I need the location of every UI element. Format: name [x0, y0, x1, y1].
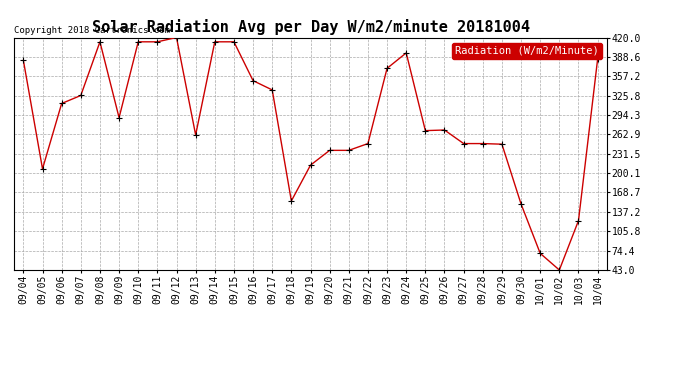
Point [95, 39, 106, 45]
Point [515, 201, 526, 207]
Point [420, 128, 431, 134]
Point [554, 267, 565, 273]
Point [592, 56, 603, 62]
Point [458, 141, 469, 147]
Point [343, 147, 354, 153]
Point [382, 65, 393, 71]
Point [18, 57, 29, 63]
Point [75, 93, 86, 99]
Point [228, 39, 239, 45]
Point [114, 115, 125, 121]
Point [573, 217, 584, 223]
Point [439, 127, 450, 133]
Point [56, 100, 67, 106]
Point [248, 78, 259, 84]
Point [305, 162, 316, 168]
Point [267, 87, 278, 93]
Point [362, 141, 373, 147]
Point [171, 34, 182, 40]
Point [477, 141, 489, 147]
Text: Copyright 2018 Cartronics.com: Copyright 2018 Cartronics.com [14, 26, 170, 35]
Point [190, 132, 201, 138]
Legend: Radiation (W/m2/Minute): Radiation (W/m2/Minute) [452, 43, 602, 59]
Point [401, 50, 412, 56]
Point [324, 147, 335, 153]
Point [286, 198, 297, 204]
Point [37, 166, 48, 172]
Point [209, 39, 220, 45]
Point [152, 39, 163, 45]
Point [496, 141, 507, 147]
Point [132, 39, 144, 45]
Title: Solar Radiation Avg per Day W/m2/minute 20181004: Solar Radiation Avg per Day W/m2/minute … [92, 19, 529, 35]
Point [535, 251, 546, 257]
